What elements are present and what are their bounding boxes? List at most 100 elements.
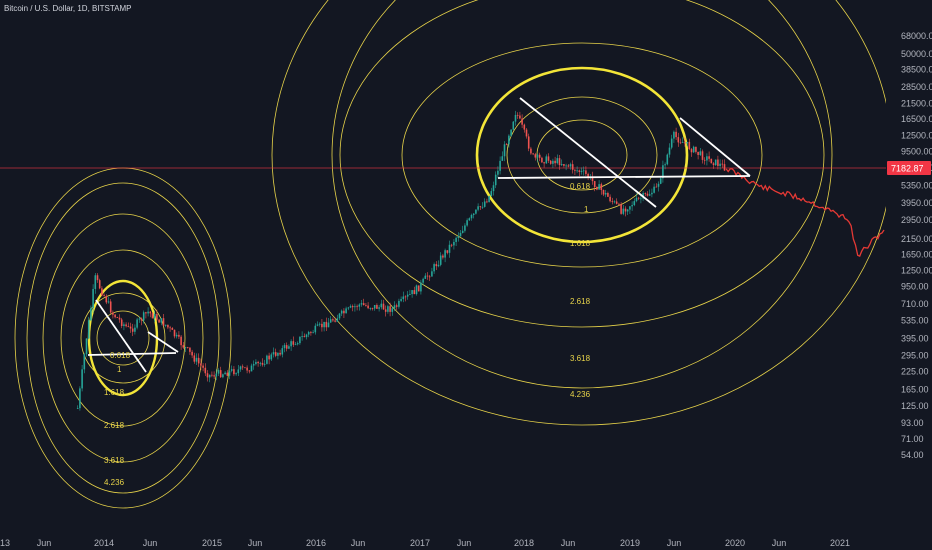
fib-label-left-1618: 1.618	[104, 388, 125, 397]
candle-body	[417, 285, 420, 292]
candle-body	[538, 154, 541, 158]
candle-body	[684, 142, 686, 144]
candle-body	[76, 408, 79, 409]
candle-body	[527, 136, 530, 149]
candle-body	[224, 372, 226, 375]
candle-body	[85, 338, 88, 355]
candle-body	[453, 241, 455, 246]
candle-body	[235, 373, 237, 375]
price-candles	[76, 110, 726, 411]
candle-body	[283, 345, 286, 349]
candle-body	[552, 160, 554, 164]
candle-body	[138, 318, 141, 320]
fib-circle	[42, 213, 204, 463]
candle-body	[112, 312, 114, 315]
candle-body	[657, 183, 660, 187]
candle-body	[475, 209, 477, 214]
candle-body	[516, 114, 519, 116]
candle-body	[362, 303, 365, 306]
candle-body	[415, 285, 418, 295]
candle-body	[107, 301, 110, 303]
price-axis[interactable]: 68000.00 50000.00 38500.00 28500.00 21500.00…	[901, 31, 932, 460]
candle-body	[470, 214, 473, 219]
candle-body	[503, 144, 506, 157]
candle-body	[488, 195, 490, 203]
current-price-tag	[887, 161, 931, 175]
candle-body	[193, 355, 196, 362]
candle-body	[371, 308, 374, 309]
fib-circle	[26, 182, 220, 494]
candle-body	[149, 311, 152, 314]
candle-body	[228, 370, 231, 376]
fib-label-left-4236: 4.236	[104, 478, 125, 487]
candle-body	[127, 326, 130, 327]
candle-body	[259, 362, 262, 364]
candle-body	[145, 312, 147, 314]
x-tick-label: 2015	[202, 538, 222, 548]
candle-body	[664, 164, 666, 166]
candle-body	[384, 309, 387, 312]
candle-body	[164, 324, 167, 326]
candle-body	[459, 232, 462, 237]
candle-body	[211, 374, 213, 376]
trend-line	[519, 97, 657, 208]
candle-body	[134, 327, 136, 332]
candle-body	[444, 250, 446, 258]
candle-body	[202, 365, 204, 368]
time-axis[interactable]: 13 Jun 2014 Jun 2015 Jun 2016 Jun 2017 Jun 2018 Jun…	[0, 538, 850, 548]
fib-label-right-3618: 3.618	[570, 354, 591, 363]
candle-body	[131, 328, 134, 332]
candle-body	[171, 327, 174, 330]
candle-body	[237, 369, 240, 374]
candle-body	[600, 184, 603, 190]
candle-body	[545, 156, 548, 164]
candle-body	[226, 372, 229, 376]
candle-body	[378, 307, 380, 309]
candle-body	[703, 159, 706, 161]
trend-lines	[87, 97, 751, 373]
candle-body	[101, 288, 103, 296]
candle-body	[142, 312, 145, 321]
fib-labels: 0.618 1 1.618 2.618 3.618 4.236 0.618 1 …	[104, 182, 591, 487]
candle-body	[651, 192, 653, 195]
candle-body	[569, 164, 572, 167]
candle-body	[591, 176, 594, 182]
candle-body	[637, 197, 640, 199]
candle-body	[602, 189, 605, 195]
y-tick-label: 225.00	[901, 366, 929, 376]
candle-body	[182, 345, 185, 348]
candle-body	[549, 160, 552, 164]
candle-body	[532, 153, 534, 155]
candle-body	[523, 124, 526, 130]
candle-body	[296, 343, 299, 345]
candle-body	[466, 220, 468, 226]
support-line	[87, 352, 177, 356]
candle-body	[263, 363, 266, 365]
candle-body	[422, 278, 424, 283]
candle-body	[114, 314, 116, 318]
candle-body	[387, 306, 389, 312]
candle-body	[356, 306, 358, 308]
x-tick-label: Jun	[561, 538, 576, 548]
candle-body	[365, 305, 367, 306]
candle-body	[613, 201, 616, 203]
candle-body	[261, 362, 264, 365]
y-tick-label: 9500.00	[901, 147, 932, 157]
candle-body	[213, 375, 215, 377]
candle-body	[347, 307, 350, 309]
candle-body	[615, 201, 618, 204]
candle-body	[186, 347, 189, 349]
candle-body	[248, 370, 251, 372]
y-tick-label: 12500.00	[901, 130, 932, 140]
x-tick-label: 2014	[94, 538, 114, 548]
candle-body	[717, 159, 719, 166]
candle-body	[217, 370, 220, 374]
trend-line	[95, 299, 147, 373]
candle-body	[354, 306, 356, 308]
candle-body	[270, 354, 273, 360]
candle-body	[351, 306, 354, 308]
fib-circle	[96, 310, 150, 366]
candle-body	[611, 201, 614, 203]
candle-body	[118, 317, 121, 320]
